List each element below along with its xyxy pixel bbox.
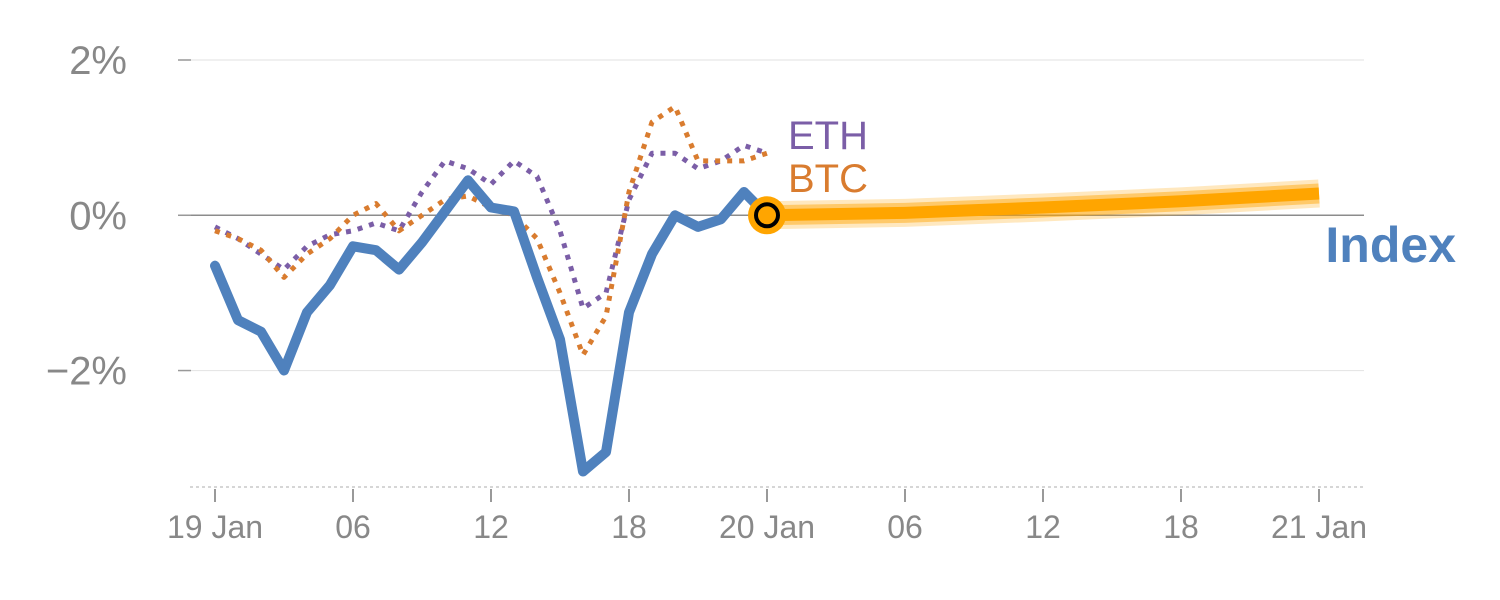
x-tick-label: 12 [473, 509, 509, 545]
x-tick-label: 18 [611, 509, 647, 545]
forecast-band-core [766, 187, 1320, 222]
series-lines [210, 104, 772, 477]
x-tick-label: 06 [335, 509, 371, 545]
y-axis: 2% 0% −2% [46, 39, 191, 394]
y-tick-label: 2% [69, 39, 127, 83]
x-axis: 19 Jan 06 12 18 20 Jan 06 12 18 21 Jan [167, 486, 1367, 545]
y-tick-label: −2% [46, 350, 127, 394]
x-tick-label: 12 [1025, 509, 1061, 545]
series-line-btc [214, 104, 768, 358]
x-tick-label: 19 Jan [167, 509, 263, 545]
x-tick-label: 21 Jan [1271, 509, 1367, 545]
series-line-eth [213, 142, 768, 311]
x-tick-label: 18 [1163, 509, 1199, 545]
x-tick-label: 20 Jan [719, 509, 815, 545]
series-label-btc: BTC [788, 157, 868, 201]
y-tick-label: 0% [69, 194, 127, 238]
series-label-index: Index [1325, 217, 1456, 273]
series-line-index [210, 175, 772, 477]
series-labels: ETH BTC Index [788, 114, 1456, 273]
current-point-marker [754, 202, 780, 229]
forecast-band [748, 179, 1320, 235]
x-tick-label: 06 [887, 509, 923, 545]
series-label-eth: ETH [788, 114, 868, 158]
